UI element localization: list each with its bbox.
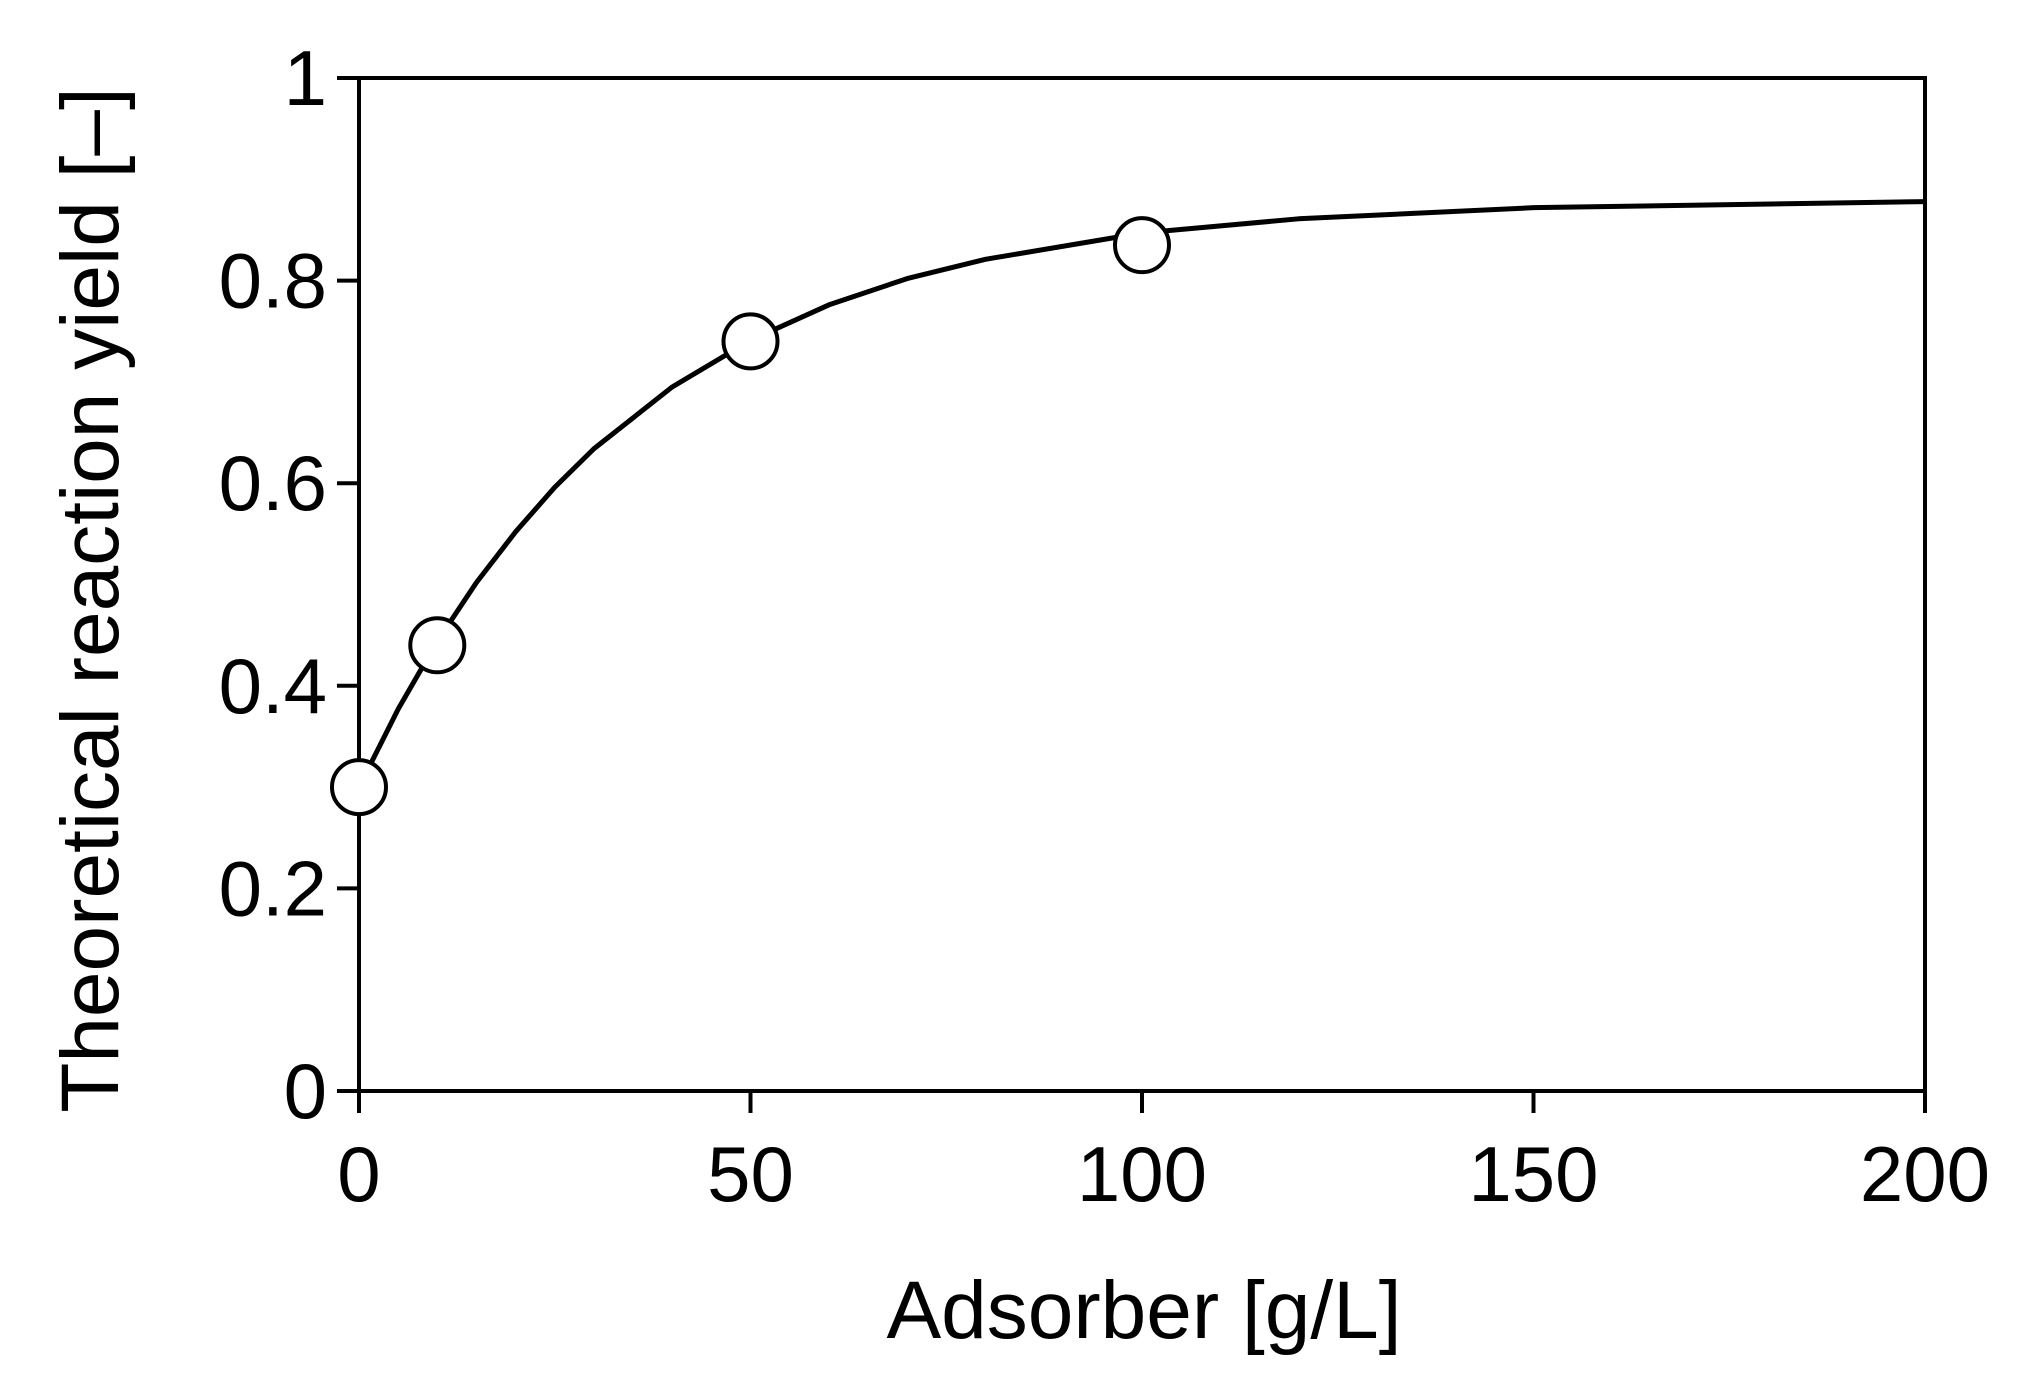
x-tick-label: 0 [337,1130,380,1218]
data-point [408,616,467,675]
y-tick-label: 0.8 [219,237,327,325]
data-point [721,312,780,371]
y-axis-label: Theoretical reaction yield [–] [45,87,136,1113]
y-tick-label: 0.2 [219,844,327,932]
y-tick-label: 0 [284,1047,327,1135]
data-point [330,758,388,817]
y-tick-label: 0.6 [219,439,327,527]
x-axis-label: Adsorber [g/L] [886,1265,1401,1356]
x-tick-label: 150 [1468,1130,1598,1218]
x-tick-label: 200 [1860,1130,1990,1218]
y-tick-label: 0.4 [219,642,327,730]
data-point [1113,216,1171,275]
fit-curve [356,199,1926,789]
y-tick-label: 1 [284,34,327,122]
x-tick-label: 100 [1077,1130,1207,1218]
x-tick-label: 50 [707,1130,794,1218]
